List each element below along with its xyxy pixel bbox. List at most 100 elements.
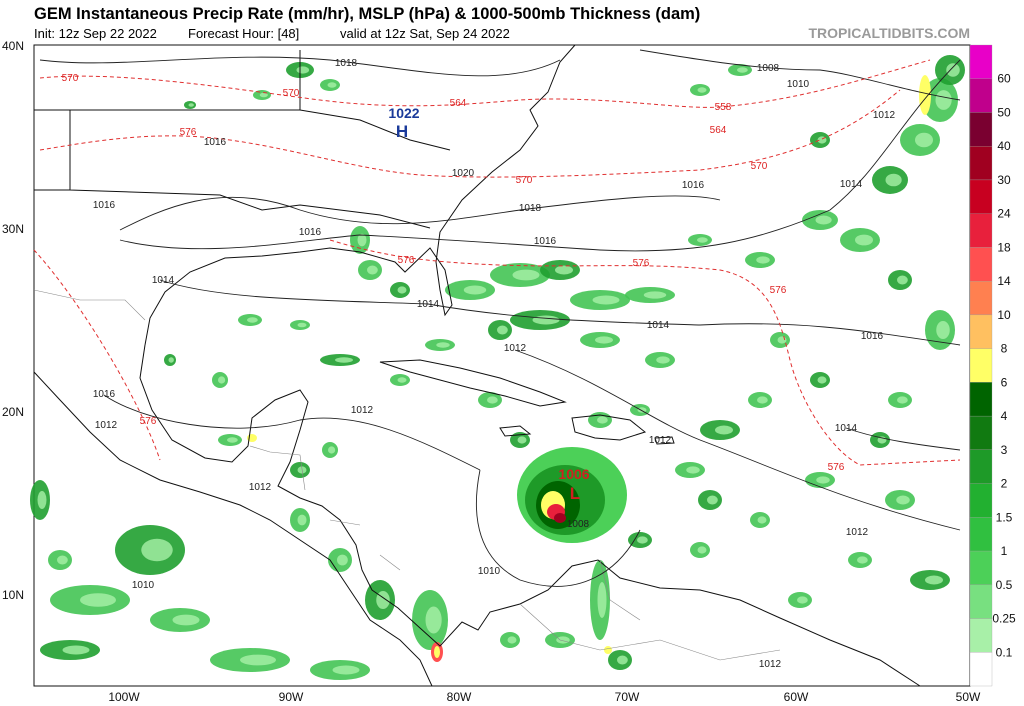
precip-area [817,376,827,384]
colorbar-swatch [969,281,993,316]
precip-area [896,495,910,505]
precip-area [227,437,238,443]
colorbar-swatch [969,382,993,417]
isobar [39,49,961,587]
precip-area [936,321,950,339]
colorbar-label: 0.1 [996,645,1013,659]
colorbar-label: 8 [1001,342,1008,356]
low-pressure-value: 1006 [558,466,589,482]
precip-area [816,476,830,484]
thickness-label: 576 [828,462,845,473]
precip-area [240,654,276,666]
precip-area [335,357,353,363]
precip-area [37,491,47,509]
precip-area [337,554,348,566]
isobar-label: 1014 [647,320,670,331]
precip-area [697,546,707,554]
precip-area [707,495,718,505]
precip-area [643,291,667,299]
init-time: Init: 12z Sep 22 2022 [34,26,157,41]
isobar-label: 1016 [534,236,557,247]
thickness-label: 576 [180,127,197,138]
precip-area [797,596,808,604]
colorbar-swatch [969,517,993,552]
isobar-label: 1016 [93,200,116,211]
colorbar-swatch [969,449,993,484]
precip-core [554,513,566,523]
isobar-label: 1016 [204,137,227,148]
coastline [144,44,576,346]
precip-area [597,416,608,424]
longitude-label: 50W [956,690,981,704]
thickness-label: 570 [62,73,79,84]
isobar-label: 1012 [95,420,118,431]
valid-time: valid at 12z Sat, Sep 24 2022 [340,26,510,41]
colorbar-label: 24 [997,207,1011,221]
colorbar-label: 14 [997,274,1011,288]
high-pressure-letter: H [396,122,408,141]
colorbar-label: 6 [1001,375,1008,389]
colorbar-label: 30 [997,173,1011,187]
precip-area [617,655,628,665]
colorbar: 60 50 40 30 24 18 14 10 8 6 4 3 2 1.5 1 0.5 0.25 0.1 [969,44,1016,687]
precip-core [434,646,440,658]
source-watermark: TROPICALTIDBITS.COM [808,25,970,41]
precip-area [296,66,310,74]
thickness-label: 576 [398,255,415,266]
precip-area [757,396,768,404]
colorbar-label: 18 [997,240,1011,254]
colorbar-label: 0.5 [996,578,1013,592]
isobar-label: 1016 [861,331,884,342]
precip-area [935,90,952,110]
colorbar-label: 40 [997,139,1011,153]
colorbar-swatch [969,146,993,181]
map-labels: 1018 1016 1016 1016 1020 1018 1016 1016 … [62,58,896,670]
isobar-label: 1010 [478,566,501,577]
precip-area [463,285,487,295]
colorbar-swatch [969,550,993,585]
isobar-label: 1016 [93,389,116,400]
colorbar-label: 0.25 [992,612,1016,626]
colorbar-label: 4 [1001,409,1008,423]
isobar-label: 1012 [249,482,272,493]
thickness-label: 576 [770,285,787,296]
precip-area [555,265,573,275]
precip-area [376,591,390,609]
high-pressure-value: 1022 [388,105,419,121]
precip-area [172,614,200,626]
precip-area [595,336,613,344]
low-pressure-letter: L [570,484,580,503]
longitude-label: 90W [279,690,304,704]
title: GEM Instantaneous Precip Rate (mm/hr), M… [34,5,700,23]
colorbar-swatch [969,348,993,383]
isobar-label: 1016 [299,227,322,238]
precip-area [777,336,787,344]
colorbar-label: 1 [1001,544,1008,558]
precip-area [357,233,367,247]
isobar-label: 1014 [835,423,858,434]
precip-area [168,357,174,363]
axes: 40N 30N 20N 10N 100W 90W 80W 70W 60W 50W [2,39,981,704]
latitude-label: 20N [2,405,24,419]
isobar-label: 1014 [417,299,440,310]
precip-area [397,286,407,294]
precip-area [715,425,733,435]
precip-area [686,466,700,474]
precip-area [497,325,508,335]
isobar-label: 1012 [649,435,672,446]
longitude-label: 80W [447,690,472,704]
isobar-label: 1016 [682,180,705,191]
isobar-label: 1008 [567,519,590,530]
isobar-label: 1012 [759,659,782,670]
precip-area [697,87,707,93]
colorbar-swatch [969,78,993,113]
precip-core [919,75,931,115]
precip-area [327,82,337,88]
thickness-label: 558 [715,102,732,113]
coastline [379,359,567,407]
precip-area [757,516,767,524]
longitude-label: 70W [615,690,640,704]
precip-area [141,538,173,562]
precip-area [507,636,517,644]
